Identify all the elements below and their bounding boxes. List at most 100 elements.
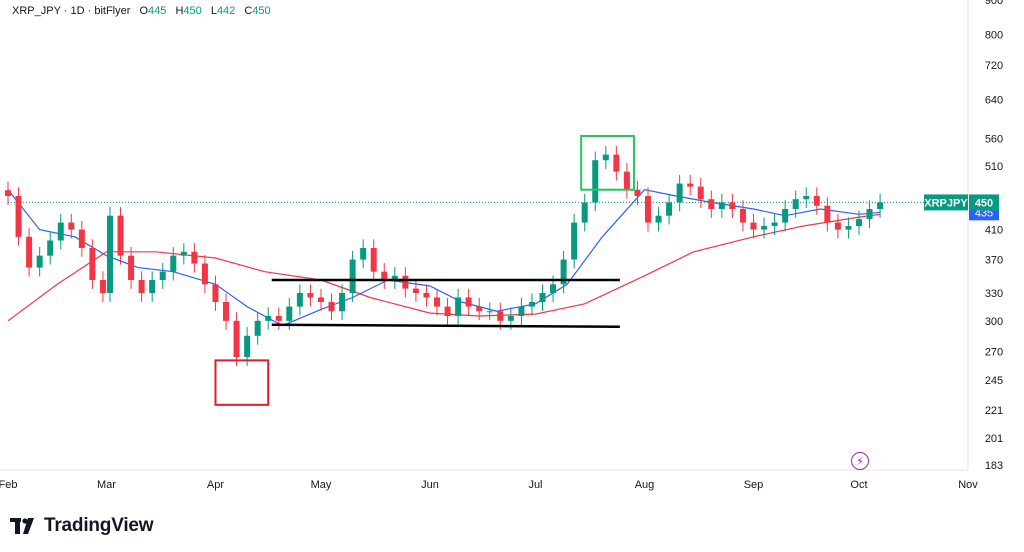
candle-body [265, 315, 272, 321]
y-tick-label: 370 [985, 255, 1003, 267]
candle-body [191, 251, 198, 264]
candle-body [560, 259, 567, 285]
candle-body [317, 297, 324, 302]
candle-body [391, 275, 398, 281]
candle-body [328, 301, 335, 312]
legend-high-value: 450 [183, 5, 202, 17]
candle-body [412, 288, 419, 293]
candle-body [866, 208, 873, 220]
candle-body [307, 292, 314, 298]
candle-body [381, 271, 388, 281]
candle-body [739, 208, 746, 223]
candle-body [476, 306, 483, 312]
candle-body [254, 320, 261, 336]
y-tick-label: 720 [985, 60, 1003, 72]
candle-body [592, 160, 599, 203]
candle-body [15, 195, 22, 237]
candle-body [486, 311, 493, 313]
candle-body [360, 247, 367, 260]
candle-body [676, 183, 683, 203]
candle-body [824, 205, 831, 223]
candle-body [761, 226, 768, 230]
candle-body [581, 202, 588, 223]
y-tick-label: 221 [985, 405, 1003, 417]
x-tick-label: Jun [421, 479, 439, 491]
legend-open-value: 445 [148, 5, 167, 17]
candle-body [99, 280, 106, 293]
y-tick-label: 900 [985, 0, 1003, 7]
y-tick-label: 330 [985, 288, 1003, 300]
candle-body [89, 247, 96, 281]
candle-body [455, 297, 462, 316]
ma-long-line [7, 213, 881, 322]
y-tick-label: 270 [985, 347, 1003, 359]
candle-body [180, 251, 187, 256]
legend-high-label: H [175, 5, 184, 17]
candle-body [370, 247, 377, 272]
candle-body [47, 240, 54, 256]
ma-short-line [7, 189, 881, 327]
x-tick-label: Nov [958, 479, 978, 491]
x-tick-label: Sep [744, 479, 764, 491]
candle-body [623, 171, 630, 190]
symbol-badge [924, 194, 968, 211]
candle-body [718, 202, 725, 209]
chart-area[interactable]: 183 201 221 245 270 300 330 370 410 510 560 640 720 8… [0, 0, 1024, 500]
candle-body [813, 195, 820, 206]
legend-close-label: C [244, 5, 253, 17]
candle-body [117, 215, 124, 256]
candle-body [518, 306, 525, 316]
candle-body [78, 229, 85, 248]
x-tick-label: Feb [0, 479, 17, 491]
candle-body [697, 186, 704, 200]
flash-icon[interactable]: ⚡ [851, 452, 869, 470]
legend-low-label: L [210, 5, 217, 17]
y-tick-label: 560 [985, 134, 1003, 146]
candle-body [771, 222, 778, 227]
tradingview-logo-icon [10, 518, 34, 534]
candle-body [339, 292, 346, 312]
candle-body [36, 255, 43, 268]
candle-body [244, 335, 251, 358]
brand-name: TradingView [44, 515, 154, 536]
candle-body [275, 315, 282, 321]
legend-open-label: O [139, 5, 149, 17]
candle-body [539, 292, 546, 302]
candle-body [792, 199, 799, 209]
candle-body [201, 263, 208, 285]
candle-body [5, 190, 11, 196]
symbol-badge-label: XRPJPY [924, 197, 968, 209]
trend-line [271, 323, 620, 328]
y-tick-label: 201 [985, 433, 1003, 445]
candle-body [845, 226, 852, 230]
y-tick-label: 410 [985, 225, 1003, 237]
candle-body [286, 306, 293, 321]
candle-body [877, 202, 884, 209]
price-chart[interactable]: 183 201 221 245 270 300 330 370 410 510 560 640 720 8… [0, 0, 1024, 500]
y-tick-label: 640 [985, 95, 1003, 107]
candle-body [528, 301, 535, 307]
candle-body [149, 280, 156, 293]
candle-body [57, 222, 64, 241]
symbol-legend: XRP_JPY · 1D · bitFlyer O445 H450 L442 C… [12, 5, 271, 17]
candle-body [571, 222, 578, 260]
x-tick-label: Mar [97, 479, 116, 491]
candle-body [782, 208, 789, 223]
candle-body [159, 271, 166, 281]
candle-body [729, 202, 736, 209]
candle-body [434, 297, 441, 307]
candle-body [855, 219, 862, 227]
candle-body [507, 315, 514, 321]
candle-body [634, 189, 641, 196]
price-badge [969, 194, 999, 211]
x-tick-label: Aug [635, 479, 655, 491]
candle-body [423, 292, 430, 298]
candle-body [750, 222, 757, 230]
y-tick-label: 510 [985, 161, 1003, 173]
footer: TradingView [10, 514, 154, 538]
legend-symbol: XRP_JPY · 1D · bitFlyer [12, 5, 131, 17]
price-badge-label: 450 [975, 197, 993, 209]
candle-body [465, 297, 472, 307]
candle-body [550, 284, 557, 293]
red-highlight-box [214, 359, 270, 406]
